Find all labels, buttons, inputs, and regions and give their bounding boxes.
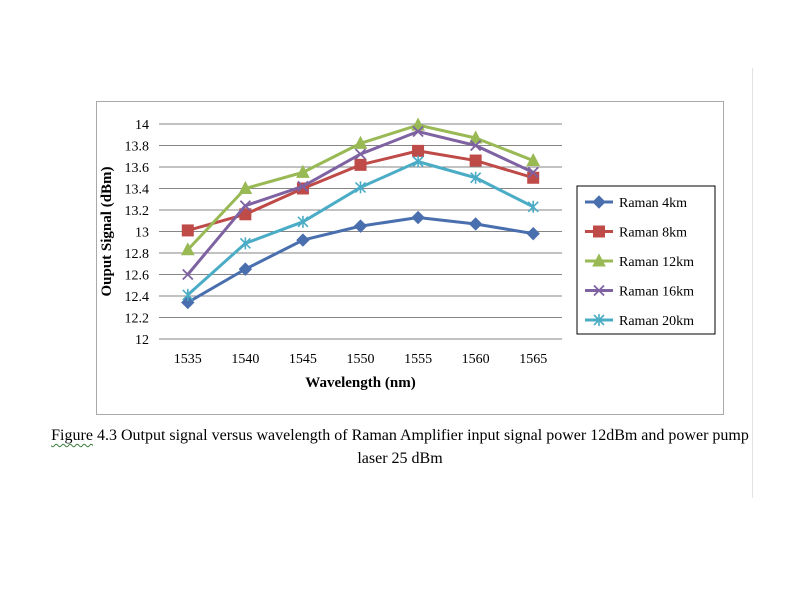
- data-point: [526, 226, 540, 241]
- legend-item: Raman 20km: [585, 314, 694, 329]
- legend-label: Raman 12km: [619, 255, 694, 270]
- data-point: [354, 148, 367, 160]
- y-tick-label: 12: [135, 333, 149, 348]
- legend-swatch-marker: [592, 253, 606, 267]
- line-chart: 12 12.2 12.4 12.6 12.8 13 13.2 13.4 13.6 13.8 14 15…: [99, 117, 716, 391]
- data-point: [411, 210, 425, 225]
- y-tick-label: 13.6: [125, 161, 150, 176]
- data-point: [297, 215, 309, 228]
- x-tick-label: 1535: [174, 352, 202, 367]
- data-point: [412, 125, 424, 138]
- y-tick-label: 13.2: [125, 204, 150, 219]
- data-point: [470, 171, 482, 184]
- legend-item: Raman 16km: [585, 285, 694, 300]
- legend-swatch-marker: [592, 195, 606, 209]
- series-2: [181, 144, 540, 237]
- x-tick-label: 1555: [404, 352, 432, 367]
- data-point: [297, 180, 309, 192]
- series-5: [182, 155, 539, 301]
- page-margin-rule: [752, 68, 753, 498]
- legend-swatch-marker: [593, 314, 605, 326]
- data-point: [468, 130, 483, 144]
- legend-label: Raman 20km: [619, 314, 694, 329]
- data-point: [470, 139, 482, 152]
- y-axis-title: Ouput Signal (dBm): [99, 166, 115, 296]
- data-point: [526, 152, 541, 167]
- y-tick-label: 13.8: [125, 140, 150, 155]
- y-tick-label: 12.4: [125, 290, 150, 305]
- chart-frame: 12 12.2 12.4 12.6 12.8 13 13.2 13.4 13.6 13.8 14 15…: [96, 101, 724, 415]
- data-point: [412, 144, 425, 157]
- legend-label: Raman 4km: [619, 196, 687, 211]
- x-tick-label: 1560: [462, 352, 490, 367]
- x-axis-title: Wavelength (nm): [305, 375, 415, 391]
- data-point: [180, 242, 195, 256]
- legend-item: Raman 12km: [585, 253, 694, 270]
- caption-figure-label: Figure: [51, 427, 93, 444]
- data-point: [527, 171, 540, 184]
- data-point: [354, 158, 367, 171]
- legend-label: Raman 8km: [619, 226, 687, 241]
- data-point: [238, 180, 253, 194]
- data-point: [353, 135, 368, 149]
- y-tick-label: 13: [135, 226, 149, 241]
- x-tick-label: 1550: [347, 352, 375, 367]
- y-tick-label: 12.8: [125, 247, 150, 262]
- data-point: [181, 224, 194, 237]
- data-point: [353, 219, 368, 233]
- data-point: [468, 217, 483, 231]
- series-1: [181, 210, 540, 310]
- data-point: [412, 155, 424, 168]
- legend-item: Raman 4km: [585, 195, 687, 211]
- data-point: [238, 262, 253, 276]
- data-point: [354, 181, 367, 194]
- series-3: [180, 117, 541, 256]
- data-point: [239, 237, 251, 250]
- legend-swatch-marker: [593, 284, 605, 297]
- data-point: [527, 200, 539, 213]
- legend-item: Raman 8km: [585, 225, 687, 241]
- legend-swatch-marker: [593, 225, 605, 238]
- data-point: [181, 295, 195, 310]
- data-point: [239, 200, 251, 212]
- y-tick-label: 14: [135, 118, 149, 133]
- y-tick-label: 12.6: [125, 269, 150, 284]
- data-point: [296, 164, 310, 178]
- x-tick-label: 1540: [231, 352, 259, 367]
- data-point: [527, 166, 539, 179]
- data-point: [182, 268, 194, 281]
- series-4: [182, 125, 539, 281]
- data-point: [296, 233, 310, 247]
- data-point: [469, 154, 482, 167]
- figure-caption: Figure 4.3 Output signal versus waveleng…: [40, 424, 760, 470]
- caption-text: 4.3 Output signal versus wavelength of R…: [92, 427, 749, 467]
- y-tick-label: 13.4: [125, 183, 150, 198]
- x-tick-label: 1565: [519, 352, 547, 367]
- legend-label: Raman 16km: [619, 285, 694, 300]
- data-point: [182, 288, 194, 301]
- y-tick-label: 12.2: [125, 312, 150, 327]
- x-tick-label: 1545: [289, 352, 317, 367]
- legend: Raman 4km Raman 8km Raman 12km Raman 16km Ra…: [576, 185, 716, 335]
